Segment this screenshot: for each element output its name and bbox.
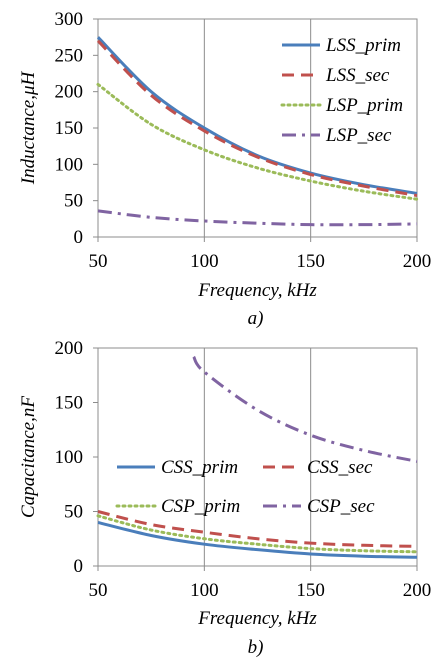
y-tick-label: 300 — [55, 9, 84, 30]
y-tick-label: 150 — [55, 393, 84, 414]
legend-label: CSP_sec — [307, 496, 375, 517]
legend-label: CSS_prim — [161, 457, 238, 478]
y-tick-label: 0 — [74, 556, 84, 577]
series-line-css-sec — [97, 510, 418, 548]
x-tick-label: 50 — [89, 251, 108, 272]
y-tick-label: 200 — [55, 338, 84, 359]
legend-label: CSP_prim — [161, 496, 240, 517]
panel-caption: b) — [248, 637, 264, 658]
y-axis-title: Capacitance,nF — [18, 396, 39, 518]
series-line-lsp-prim — [96, 82, 419, 201]
x-tick-label: 200 — [403, 251, 432, 272]
legend-label: LSS_prim — [325, 35, 401, 56]
y-axis-title: Inductance,μH — [18, 71, 39, 186]
legend-label: LSS_sec — [325, 65, 390, 86]
legend-label: LSP_prim — [325, 95, 403, 116]
legend-label: LSP_sec — [325, 125, 392, 146]
y-tick-label: 50 — [64, 191, 83, 212]
y-tick-label: 0 — [74, 227, 84, 248]
y-tick-label: 250 — [55, 45, 84, 66]
y-tick-label: 100 — [55, 154, 84, 175]
x-tick-label: 100 — [190, 580, 219, 601]
series-line-lss-sec — [96, 39, 418, 198]
x-tick-label: 100 — [190, 251, 219, 272]
y-tick-label: 150 — [55, 118, 84, 139]
x-tick-label: 50 — [89, 580, 108, 601]
legend: CSS_prim CSS_sec CSP_prim CSP_sec — [115, 457, 375, 517]
x-axis-title: Frequency, kHz — [197, 608, 317, 629]
y-tick-label: 50 — [64, 502, 83, 523]
panel-caption: a) — [248, 308, 264, 329]
x-axis-title: Frequency, kHz — [197, 280, 317, 301]
y-tick-label: 200 — [55, 82, 84, 103]
x-tick-label: 150 — [296, 251, 325, 272]
legend: LSS_prim LSS_sec LSP_prim LSP_sec — [280, 35, 403, 146]
x-tick-label: 200 — [403, 580, 432, 601]
series-line-csp-sec — [192, 355, 418, 463]
series-line-csp-prim — [96, 514, 419, 554]
y-tick-label: 100 — [55, 447, 84, 468]
legend-label: CSS_sec — [307, 457, 373, 478]
series-line-css-prim — [97, 520, 418, 559]
series-line-lsp-sec — [97, 209, 418, 227]
x-tick-label: 150 — [296, 580, 325, 601]
